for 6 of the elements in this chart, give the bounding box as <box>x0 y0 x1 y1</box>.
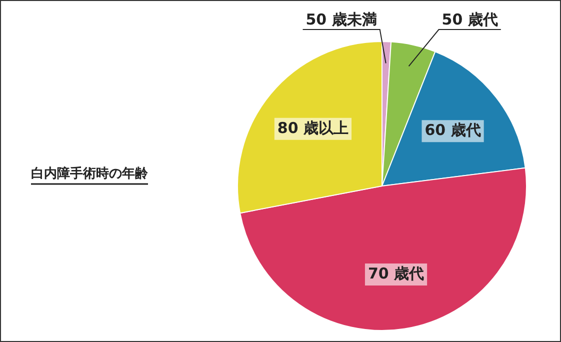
slice-label: 70 歳代 <box>368 264 424 282</box>
slice-label: 60 歳代 <box>424 120 481 139</box>
slice-label: 80 歳以上 <box>277 118 349 137</box>
slice-label: 50 歳代 <box>442 10 498 28</box>
slice-label: 50 歳未満 <box>306 10 377 28</box>
text: 白内障手術時の年齢 <box>31 165 149 182</box>
